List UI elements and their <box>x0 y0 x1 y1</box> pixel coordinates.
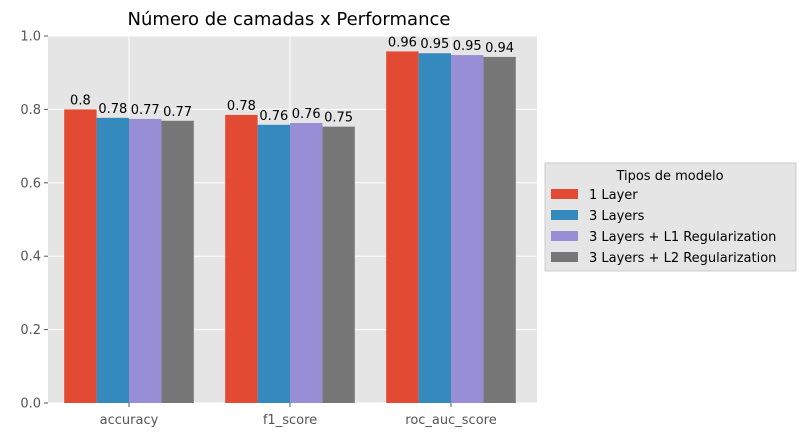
data-label: 0.8 <box>70 93 91 108</box>
legend-swatch <box>551 189 578 199</box>
y-axis: 0.0 0.2 0.4 0.6 0.8 1.0 <box>20 30 48 412</box>
legend-swatch <box>551 231 578 241</box>
y-tick-label: 0.6 <box>20 176 41 191</box>
data-label: 0.95 <box>453 39 482 54</box>
legend-swatch <box>551 210 578 220</box>
x-tick-label: f1_score <box>263 413 317 428</box>
data-label: 0.76 <box>292 107 321 122</box>
x-tick-label: roc_auc_score <box>405 413 496 428</box>
legend-label: 3 Layers <box>589 209 645 224</box>
legend-label: 3 Layers + L1 Regularization <box>589 230 776 245</box>
bar <box>451 55 484 404</box>
bar <box>161 120 194 403</box>
data-label: 0.77 <box>131 103 160 118</box>
legend: Tipos de modelo 1 Layer 3 Layers 3 Layers … <box>544 162 797 272</box>
bar <box>386 51 419 403</box>
data-label: 0.78 <box>227 99 256 114</box>
legend-label: 3 Layers + L2 Regularization <box>589 251 776 266</box>
y-tick-label: 1.0 <box>20 30 41 45</box>
bar <box>322 126 355 404</box>
y-tick-label: 0.0 <box>20 397 41 412</box>
legend-title: Tipos de modelo <box>615 169 723 184</box>
legend-label: 1 Layer <box>589 188 638 203</box>
data-label: 0.94 <box>485 41 514 56</box>
data-label: 0.77 <box>163 105 192 120</box>
bars <box>64 51 516 404</box>
bar <box>290 122 323 403</box>
legend-box <box>544 162 797 272</box>
bar <box>483 56 516 403</box>
x-tick-label: accuracy <box>100 413 159 428</box>
data-label: 0.78 <box>98 102 127 117</box>
data-labels: 0.80.78 0.77 0.77 0.780.76 0.76 0.750.96 0.95 0… <box>70 35 514 125</box>
bar <box>418 53 451 404</box>
y-tick-label: 0.2 <box>20 323 41 338</box>
data-label: 0.95 <box>420 37 449 52</box>
bar <box>96 117 129 403</box>
y-tick-label: 0.4 <box>20 250 41 265</box>
bar <box>225 114 258 403</box>
chart-title: Número de camadas x Performance <box>128 9 451 30</box>
bar <box>64 109 97 404</box>
y-tick-label: 0.8 <box>20 103 41 118</box>
legend-swatch <box>551 252 578 262</box>
bar <box>257 124 290 404</box>
data-label: 0.76 <box>259 109 288 124</box>
data-label: 0.96 <box>388 35 417 50</box>
bar <box>129 118 162 403</box>
data-label: 0.75 <box>324 111 353 126</box>
x-axis: accuracy f1_score roc_auc_score <box>100 403 497 428</box>
